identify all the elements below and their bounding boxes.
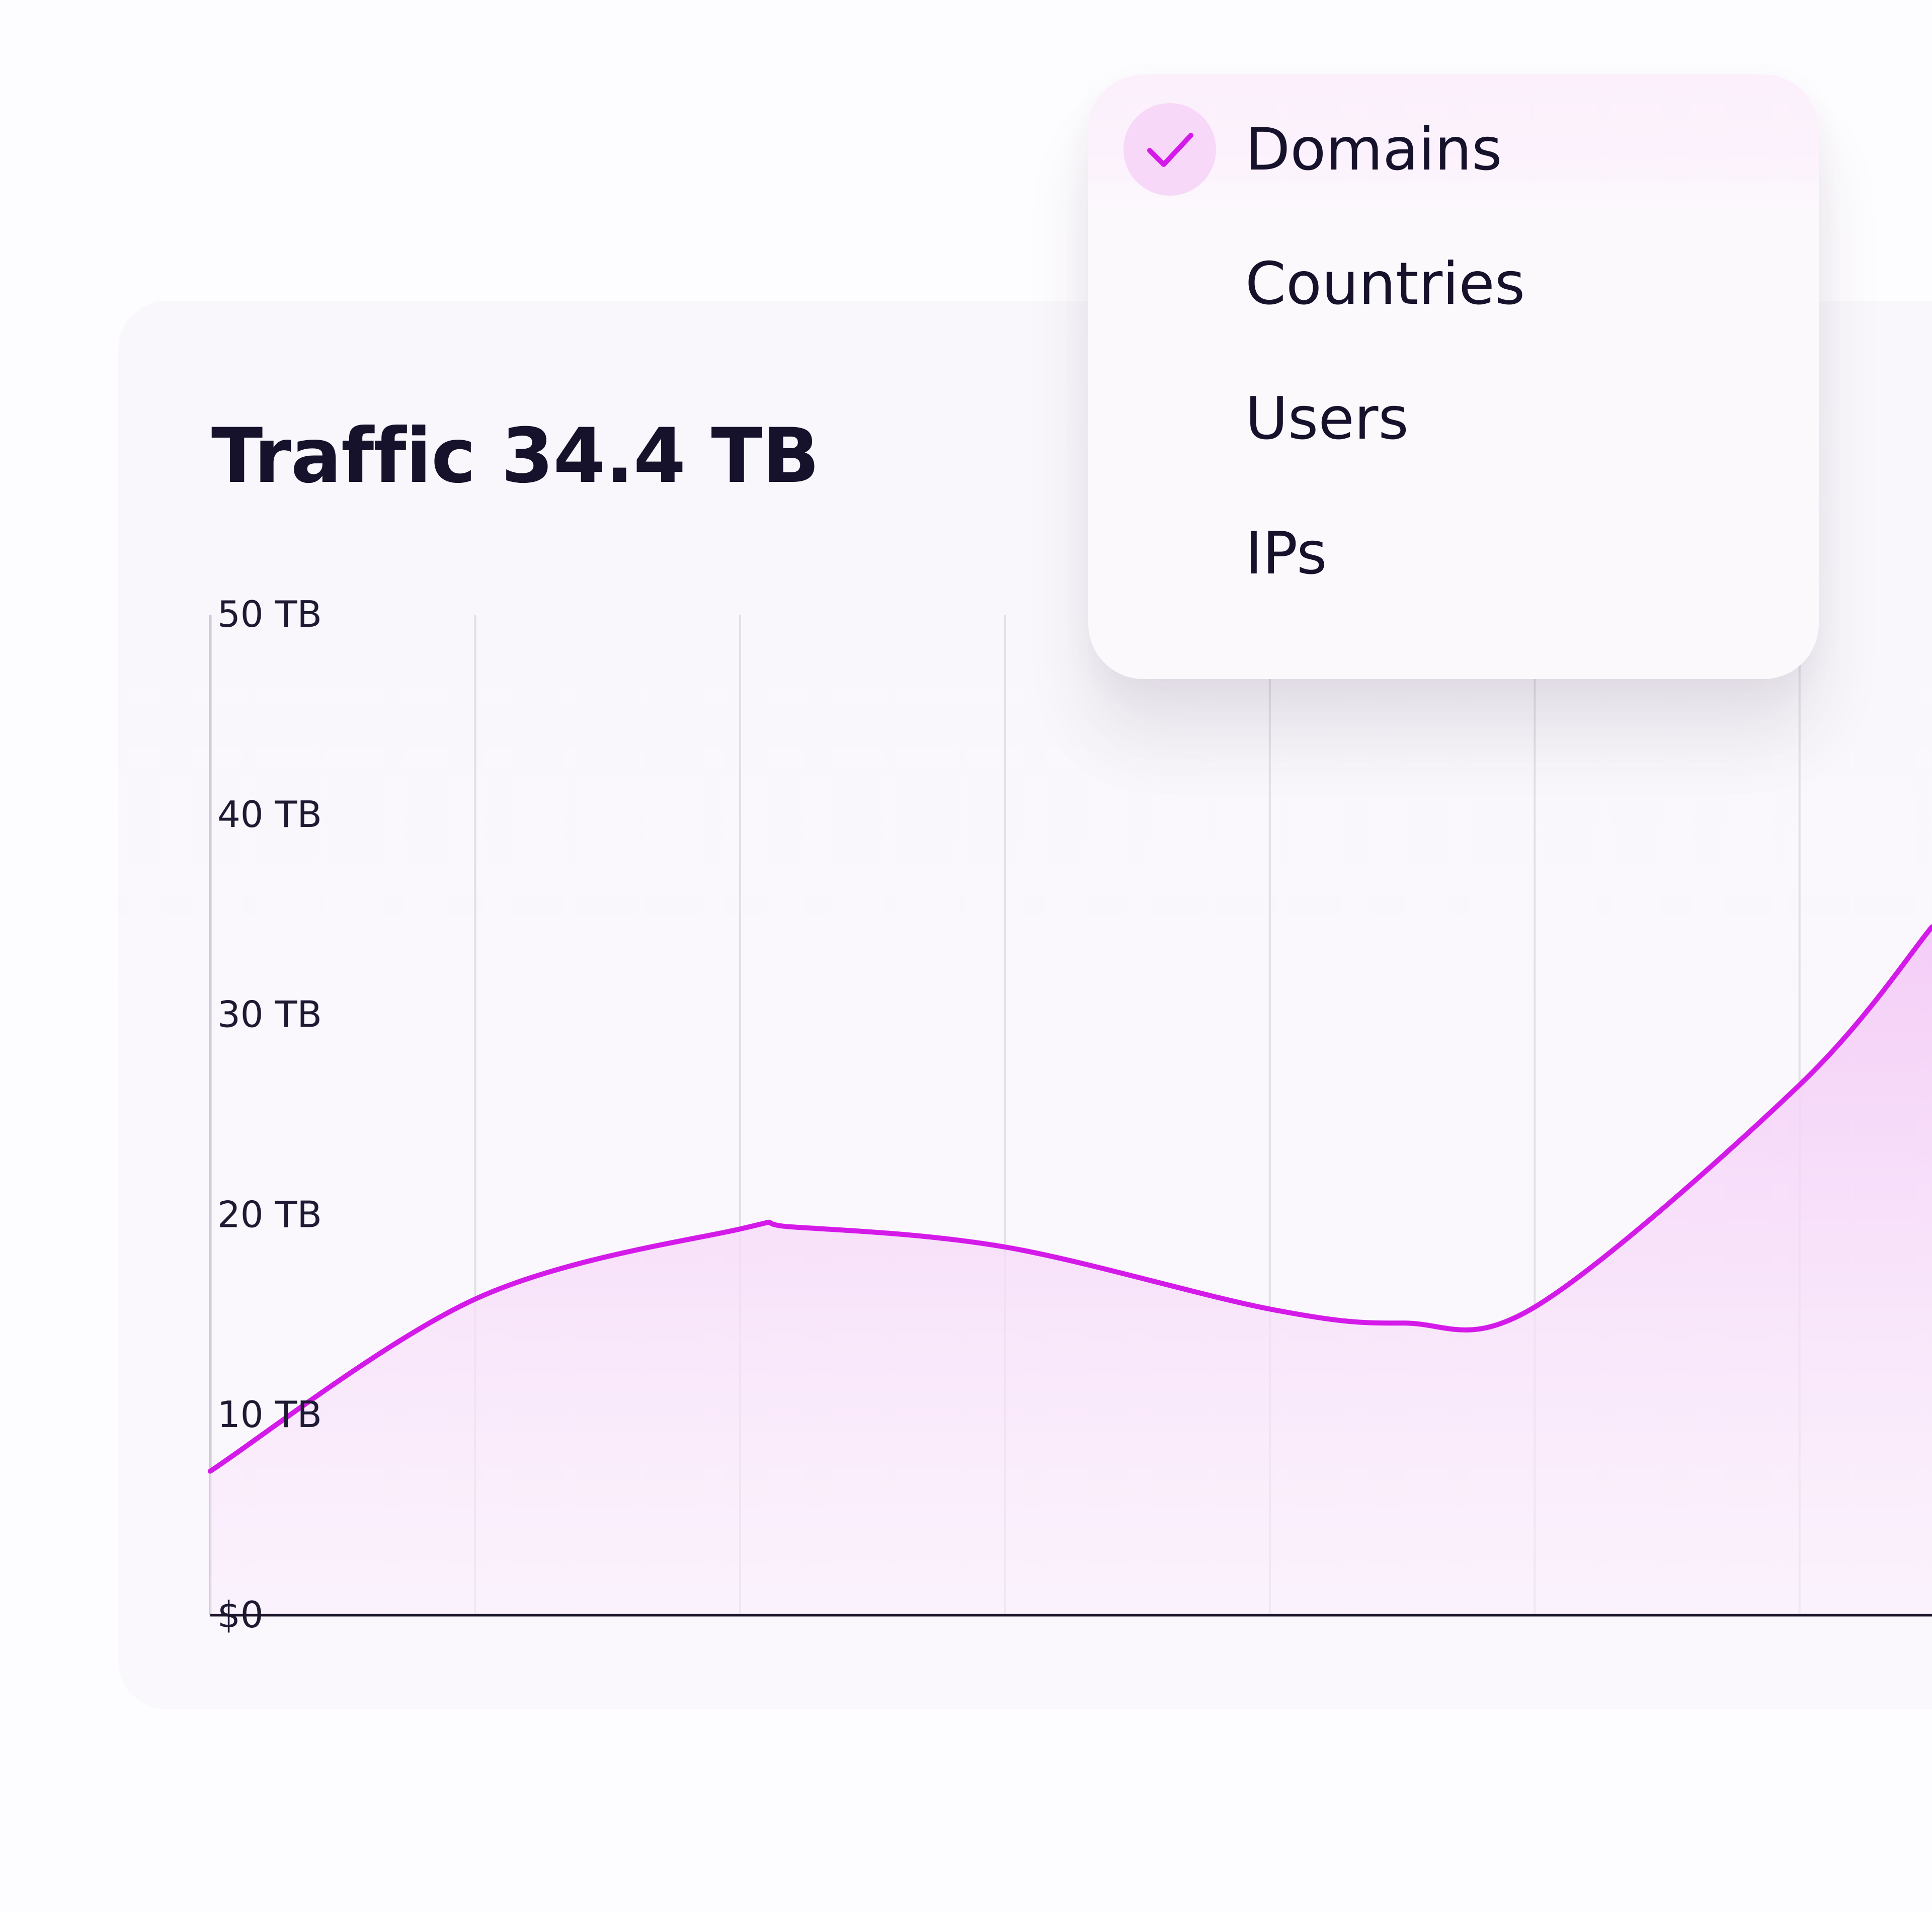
y-tick-label: 10 TB — [217, 1393, 322, 1436]
y-tick-label: 40 TB — [217, 793, 322, 836]
checkmark-icon — [1123, 103, 1216, 196]
menu-item-users[interactable]: Users — [1088, 344, 1819, 479]
menu-item-domains[interactable]: Domains — [1088, 74, 1819, 210]
menu-item-countries[interactable]: Countries — [1088, 209, 1819, 345]
traffic-line — [208, 924, 1932, 1474]
traffic-area — [210, 927, 1932, 1615]
menu-item-label: IPs — [1245, 520, 1327, 588]
menu-item-ips[interactable]: IPs — [1088, 478, 1819, 614]
dimension-dropdown-menu: Domains Countries Users IPs — [1088, 74, 1819, 679]
menu-item-label: Domains — [1245, 116, 1502, 184]
y-tick-label: 50 TB — [217, 593, 322, 635]
y-tick-label: 30 TB — [217, 993, 322, 1036]
y-tick-label: 20 TB — [217, 1193, 322, 1235]
chart-title: Traffic 34.4 TB — [211, 412, 820, 500]
menu-item-label: Countries — [1245, 250, 1525, 318]
menu-item-label: Users — [1245, 385, 1409, 453]
